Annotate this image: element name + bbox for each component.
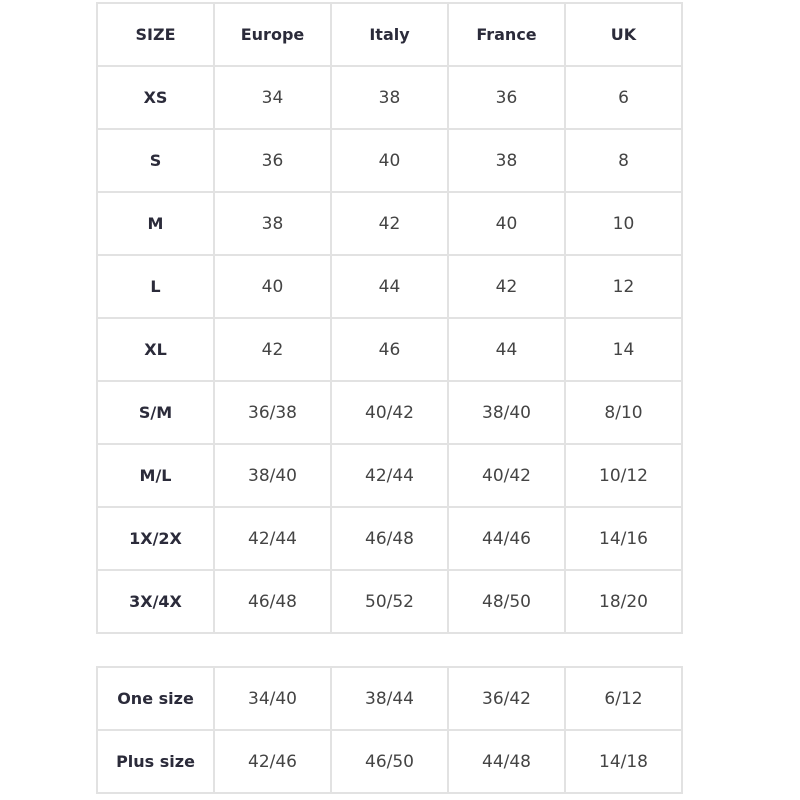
- size-conversion-table: SIZE Europe Italy France UK XS 34 38 36 6 S 36 40 38 8…: [96, 2, 683, 634]
- size-label-cell: S/M: [96, 380, 215, 445]
- size-value-cell: 38/40: [213, 443, 332, 508]
- size-value-cell: 40: [447, 191, 566, 256]
- column-header: SIZE: [96, 2, 215, 67]
- size-value-cell: 36: [213, 128, 332, 193]
- size-label-cell: XL: [96, 317, 215, 382]
- size-value-cell: 38: [330, 65, 449, 130]
- size-value-cell: 36/42: [447, 666, 566, 731]
- size-label-cell: L: [96, 254, 215, 319]
- size-value-cell: 14/18: [564, 729, 683, 794]
- size-value-cell: 14: [564, 317, 683, 382]
- table-row: S 36 40 38 8: [96, 128, 683, 193]
- size-value-cell: 40/42: [447, 443, 566, 508]
- size-value-cell: 44/48: [447, 729, 566, 794]
- table-row: S/M 36/38 40/42 38/40 8/10: [96, 380, 683, 445]
- size-value-cell: 46/48: [330, 506, 449, 571]
- size-range-table: One size 34/40 38/44 36/42 6/12 Plus size 42/4…: [96, 666, 683, 794]
- size-value-cell: 40/42: [330, 380, 449, 445]
- size-label-cell: 1X/2X: [96, 506, 215, 571]
- size-value-cell: 36/38: [213, 380, 332, 445]
- size-value-cell: 38/44: [330, 666, 449, 731]
- size-label-cell: Plus size: [96, 729, 215, 794]
- table-row: One size 34/40 38/44 36/42 6/12: [96, 666, 683, 731]
- table-row: M/L 38/40 42/44 40/42 10/12: [96, 443, 683, 508]
- size-value-cell: 6/12: [564, 666, 683, 731]
- size-value-cell: 42/46: [213, 729, 332, 794]
- table-row: 3X/4X 46/48 50/52 48/50 18/20: [96, 569, 683, 634]
- size-label-cell: M/L: [96, 443, 215, 508]
- size-value-cell: 42/44: [330, 443, 449, 508]
- table-row: XL 42 46 44 14: [96, 317, 683, 382]
- size-label-cell: M: [96, 191, 215, 256]
- column-header: Europe: [213, 2, 332, 67]
- size-value-cell: 44/46: [447, 506, 566, 571]
- table-row: L 40 44 42 12: [96, 254, 683, 319]
- size-value-cell: 40: [330, 128, 449, 193]
- table-row: XS 34 38 36 6: [96, 65, 683, 130]
- size-value-cell: 50/52: [330, 569, 449, 634]
- size-value-cell: 38: [213, 191, 332, 256]
- size-value-cell: 38/40: [447, 380, 566, 445]
- size-value-cell: 42: [447, 254, 566, 319]
- size-value-cell: 14/16: [564, 506, 683, 571]
- size-value-cell: 42/44: [213, 506, 332, 571]
- column-header: France: [447, 2, 566, 67]
- size-label-cell: XS: [96, 65, 215, 130]
- size-value-cell: 6: [564, 65, 683, 130]
- size-value-cell: 44: [447, 317, 566, 382]
- size-value-cell: 12: [564, 254, 683, 319]
- table-row: Plus size 42/46 46/50 44/48 14/18: [96, 729, 683, 794]
- size-value-cell: 46/50: [330, 729, 449, 794]
- size-value-cell: 18/20: [564, 569, 683, 634]
- column-header: Italy: [330, 2, 449, 67]
- size-value-cell: 10: [564, 191, 683, 256]
- size-value-cell: 48/50: [447, 569, 566, 634]
- size-value-cell: 46: [330, 317, 449, 382]
- size-value-cell: 10/12: [564, 443, 683, 508]
- size-value-cell: 8/10: [564, 380, 683, 445]
- size-value-cell: 42: [213, 317, 332, 382]
- table-row: 1X/2X 42/44 46/48 44/46 14/16: [96, 506, 683, 571]
- size-value-cell: 38: [447, 128, 566, 193]
- size-value-cell: 46/48: [213, 569, 332, 634]
- size-label-cell: 3X/4X: [96, 569, 215, 634]
- size-value-cell: 42: [330, 191, 449, 256]
- size-value-cell: 34/40: [213, 666, 332, 731]
- column-header: UK: [564, 2, 683, 67]
- size-label-cell: S: [96, 128, 215, 193]
- size-value-cell: 44: [330, 254, 449, 319]
- size-value-cell: 8: [564, 128, 683, 193]
- size-value-cell: 40: [213, 254, 332, 319]
- header-row: SIZE Europe Italy France UK: [96, 2, 683, 67]
- table-row: M 38 42 40 10: [96, 191, 683, 256]
- size-label-cell: One size: [96, 666, 215, 731]
- size-value-cell: 34: [213, 65, 332, 130]
- size-value-cell: 36: [447, 65, 566, 130]
